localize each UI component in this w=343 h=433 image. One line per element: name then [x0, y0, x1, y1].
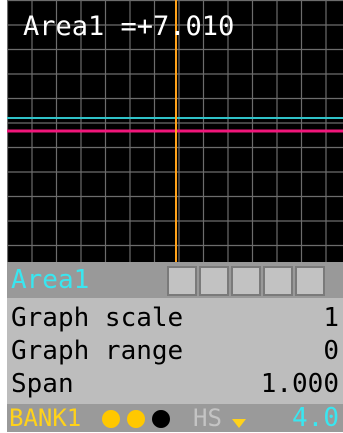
hs-label: HS	[193, 404, 222, 432]
graph-canvas	[7, 0, 343, 262]
span-row[interactable]: Span 1.000	[11, 368, 339, 399]
area-cell[interactable]	[263, 266, 293, 296]
graph-scale-row[interactable]: Graph scale 1	[11, 302, 339, 333]
area-cell[interactable]	[295, 266, 325, 296]
status-dot-1	[102, 410, 120, 428]
status-bar: BANK1 HS 4.0	[7, 404, 343, 432]
graph-scale-value: 1	[323, 303, 339, 333]
bank-label: BANK1	[9, 404, 82, 432]
settings-panel: Area1 Graph scale 1 Graph range 0 Span 1…	[7, 262, 343, 404]
area-label[interactable]: Area1	[11, 265, 90, 295]
area-cell[interactable]	[199, 266, 229, 296]
span-label: Span	[11, 369, 74, 399]
graph-range-label: Graph range	[11, 336, 184, 366]
panel-header: Area1	[7, 262, 343, 298]
area-cell[interactable]	[167, 266, 197, 296]
graph-range-row[interactable]: Graph range 0	[11, 335, 339, 366]
graph-range-value: 0	[323, 336, 339, 366]
status-value: 4.0	[292, 403, 339, 433]
dropdown-triangle-icon	[232, 419, 246, 428]
status-dot-3	[152, 410, 170, 428]
span-value: 1.000	[260, 369, 339, 399]
graph-scale-label: Graph scale	[11, 303, 184, 333]
status-dot-2	[127, 410, 145, 428]
device-screen: Area1 =+7.010 Area1 Graph scale 1 Graph …	[7, 0, 343, 432]
area-cell[interactable]	[231, 266, 261, 296]
graph-area[interactable]: Area1 =+7.010	[7, 0, 343, 262]
area-selector-cells	[167, 266, 327, 296]
area-readout: Area1 =+7.010	[23, 11, 235, 42]
